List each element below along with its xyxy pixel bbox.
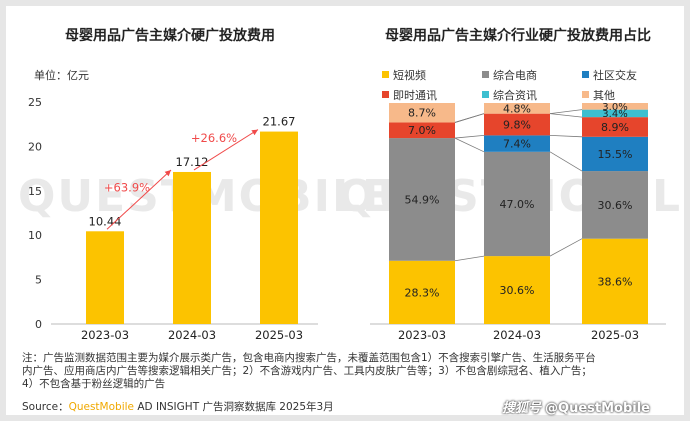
bar-value-label: 21.67 <box>263 115 296 129</box>
bar <box>86 231 124 324</box>
stacked-segment <box>582 117 648 137</box>
source-rest: AD INSIGHT 广告洞察数据库 2025年3月 <box>134 401 334 413</box>
legend-label: 社区交友 <box>593 68 637 82</box>
logo-handle: @QuestMobile <box>545 401 650 416</box>
legend-label: 其他 <box>593 89 615 102</box>
stacked-segment <box>582 136 648 172</box>
right-chart-title: 母婴用品广告主媒介行业硬广投放费用占比 <box>385 27 651 44</box>
sohu-logo: 搜狐号 @QuestMobile <box>502 397 650 416</box>
connector-line <box>549 151 583 172</box>
x-tick-label: 2024-03 <box>168 328 216 342</box>
legend-label: 即时通讯 <box>393 89 437 102</box>
legend-label: 综合电商 <box>493 68 537 82</box>
growth-arrow <box>193 129 259 171</box>
connector-line <box>549 238 583 257</box>
left-unit-label: 单位：亿元 <box>34 68 89 82</box>
stacked-segment <box>484 151 550 257</box>
segment-label: 38.6% <box>598 275 633 288</box>
stacked-segment <box>484 135 550 152</box>
connector-line <box>549 109 583 115</box>
x-tick-label: 2023-03 <box>398 328 446 342</box>
stacked-segment <box>582 238 648 324</box>
legend-label: 短视频 <box>393 68 426 82</box>
segment-label: 3.4% <box>602 109 627 120</box>
x-tick-label: 2025-03 <box>255 328 303 342</box>
right-stacked-chart: 28.3% 54.9% 7.0% 8.7% 2023-03 30.6% 47.0% 7.4% 9… <box>370 102 666 342</box>
x-tick-label: 2025-03 <box>591 328 639 342</box>
source-prefix: Source： <box>22 401 69 413</box>
y-tick-label: 0 <box>35 318 42 331</box>
legend-swatch <box>482 91 489 98</box>
connector-line <box>549 113 583 118</box>
stacked-segment <box>389 260 455 324</box>
source-brand: QuestMobile <box>68 401 134 413</box>
connector-line <box>454 134 485 139</box>
logo-prefix: 搜狐号 <box>502 401 542 416</box>
segment-label: 30.6% <box>500 284 535 297</box>
stacked-segment <box>484 103 550 114</box>
note-line-1: 注：广告监测数据范围主要为媒介展示类广告，包含电商内搜索广告，未覆盖范围包含1）… <box>22 352 596 364</box>
legend-swatch <box>382 71 389 78</box>
y-tick-label: 25 <box>28 96 42 109</box>
legend-label: 综合资讯 <box>493 88 537 102</box>
source-line: Source：QuestMobile AD INSIGHT 广告洞察数据库 20… <box>22 399 334 414</box>
segment-label: 7.0% <box>408 124 436 137</box>
bar <box>173 171 211 324</box>
note-line-3: 4）不包含基于粉丝逻辑的广告 <box>22 378 166 390</box>
stacked-segment <box>389 103 455 123</box>
stacked-segment <box>389 138 455 261</box>
stacked-segment <box>484 113 550 136</box>
stacked-segment <box>582 109 648 118</box>
chart-canvas: QUESTMOBILE QUESTMOBILE 母婴用品广告主媒介硬广投放费用 … <box>18 27 684 342</box>
growth-arrow <box>106 169 172 230</box>
x-tick-label: 2024-03 <box>493 328 541 342</box>
connector-line <box>454 255 485 262</box>
legend-swatch <box>382 91 389 98</box>
segment-label: 15.5% <box>598 148 633 161</box>
stacked-segment <box>389 122 455 139</box>
connector-line <box>454 137 485 153</box>
segment-label: 8.9% <box>601 121 629 134</box>
bar-value-label: 17.12 <box>176 155 209 169</box>
stacked-segment <box>582 171 648 239</box>
left-chart-title: 母婴用品广告主媒介硬广投放费用 <box>65 27 275 44</box>
growth-label: +63.9% <box>104 181 150 195</box>
legend-swatch <box>582 91 589 98</box>
bar-value-label: 10.44 <box>89 214 122 228</box>
stacked-segment <box>484 256 550 324</box>
y-tick-label: 20 <box>28 140 42 153</box>
x-tick-label: 2023-03 <box>81 328 129 342</box>
stacked-segment <box>582 103 648 110</box>
legend-swatch <box>482 71 489 78</box>
note-line-2: 内广告、应用商店内广告等搜索逻辑相关广告；2）不含游戏内广告、工具内皮肤广告等；… <box>22 365 592 377</box>
segment-label: 28.3% <box>405 286 440 299</box>
segment-label: 9.8% <box>503 118 531 131</box>
legend-swatch <box>582 71 589 78</box>
segment-label: 54.9% <box>405 193 440 206</box>
bar <box>260 131 298 324</box>
connector-line <box>549 134 583 138</box>
growth-label: +26.6% <box>191 131 237 145</box>
connector-line <box>454 113 485 123</box>
segment-label: 4.8% <box>503 102 531 115</box>
report-card: QUESTMOBILE QUESTMOBILE 母婴用品广告主媒介硬广投放费用 … <box>6 6 684 416</box>
y-tick-label: 15 <box>28 185 42 198</box>
y-tick-label: 10 <box>28 229 42 242</box>
left-bar-chart: 0 5 10 15 20 25 10.44 2023-03 17.12 2024-03 21.67 2… <box>28 96 318 342</box>
segment-label: 47.0% <box>500 198 535 211</box>
segment-label: 30.6% <box>598 199 633 212</box>
segment-label: 3.0% <box>602 102 627 113</box>
segment-label: 7.4% <box>503 138 531 151</box>
y-tick-label: 5 <box>35 274 42 287</box>
segment-label: 8.7% <box>408 107 436 120</box>
